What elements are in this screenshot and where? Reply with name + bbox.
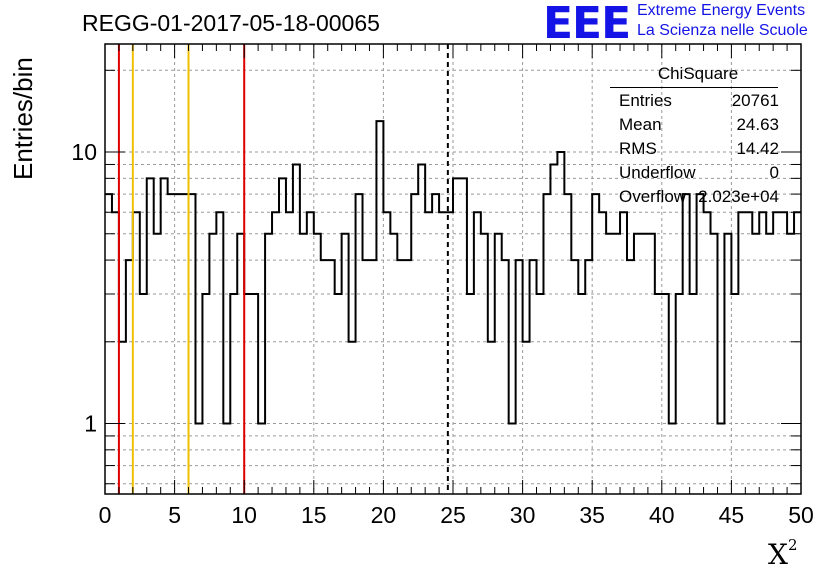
logo-caption-line1: Extreme Energy Events <box>637 2 806 19</box>
stats-value: 2.023e+04 <box>698 187 779 206</box>
logo-caption-line2: La Scienza nelle Scuole <box>637 22 808 39</box>
stats-value: 24.63 <box>736 115 779 134</box>
stats-box: ChiSquare Entries 20761 Mean 24.63 RMS 1… <box>610 64 779 206</box>
x-tick-label: 45 <box>719 502 745 528</box>
stats-row-underflow: Underflow 0 <box>619 163 779 187</box>
x-axis-label: X2 <box>768 536 797 571</box>
histogram-steps <box>105 120 801 425</box>
stats-key: RMS <box>619 139 657 158</box>
y-tick-label: 1 <box>84 411 97 437</box>
x-tick-label: 35 <box>579 502 605 528</box>
x-tick-label: 15 <box>301 502 327 528</box>
stats-row-mean: Mean 24.63 <box>619 115 779 139</box>
stats-value: 14.42 <box>736 139 779 158</box>
x-axis-label-base: X <box>768 538 788 571</box>
stats-value: 20761 <box>731 91 779 110</box>
y-tick-label: 10 <box>71 139 97 165</box>
x-tick-label: 50 <box>788 502 814 528</box>
stats-row-entries: Entries 20761 <box>619 91 779 115</box>
x-tick-label: 30 <box>510 502 536 528</box>
chart-title: REGG-01-2017-05-18-00065 <box>82 10 380 36</box>
stats-row-overflow: Overflow 2.023e+04 <box>619 187 779 211</box>
x-tick-label: 0 <box>99 502 112 528</box>
x-axis-label-superscript: 2 <box>787 536 798 554</box>
stats-key: Overflow <box>619 187 687 206</box>
y-axis-ticks: 1 10 <box>71 69 801 485</box>
stats-value: 0 <box>769 163 779 182</box>
x-tick-label: 25 <box>440 502 466 528</box>
stats-row-rms: RMS 14.42 <box>619 139 779 163</box>
marker-lines-layer <box>117 44 449 494</box>
stats-key: Underflow <box>619 163 696 182</box>
grid-layer <box>105 44 801 494</box>
x-tick-label: 20 <box>371 502 397 528</box>
stats-key: Mean <box>619 115 662 134</box>
stats-key: Entries <box>619 91 672 110</box>
x-tick-label: 40 <box>649 502 675 528</box>
stats-divider <box>610 87 778 88</box>
x-axis-ticks: 0 5 10 15 20 25 30 35 40 45 50 <box>99 44 814 528</box>
x-tick-label: 10 <box>231 502 257 528</box>
x-tick-label: 5 <box>168 502 181 528</box>
eee-logo: EEE <box>543 0 631 49</box>
y-axis-label: Entries/bin <box>8 57 38 180</box>
stats-title: ChiSquare <box>657 64 739 83</box>
histogram-layer <box>105 120 801 425</box>
